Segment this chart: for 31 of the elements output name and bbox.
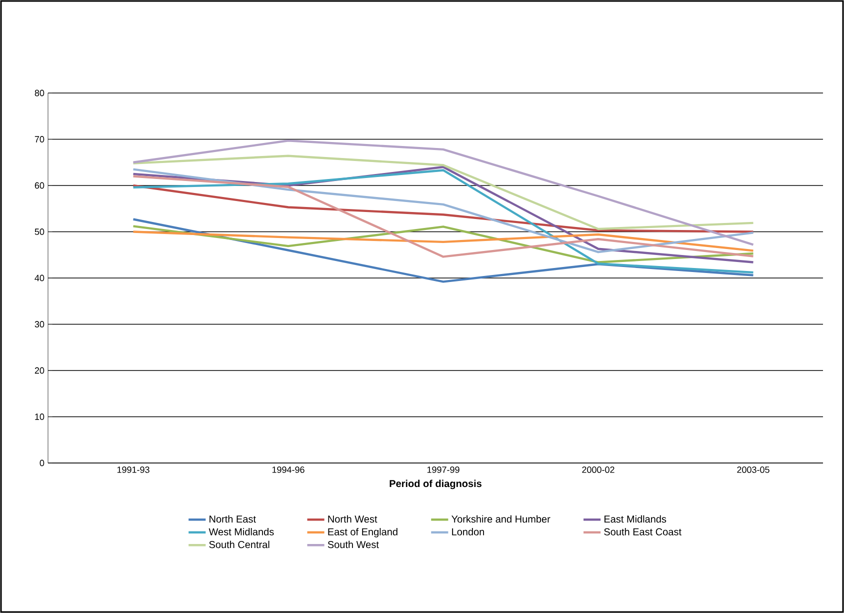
legend-label: South Central [209, 540, 270, 548]
x-tick-label: 1997-99 [427, 466, 460, 473]
line-series [132, 225, 754, 264]
x-tick-label: 1991-93 [117, 466, 150, 473]
legend-label: East Midlands [604, 515, 666, 523]
legend-label: London [452, 528, 484, 536]
legend-label: South West [328, 540, 379, 548]
line-series [132, 218, 754, 283]
legend-label: Yorkshire and Humber [452, 515, 550, 523]
legend-label: North West [328, 515, 378, 523]
legend-label: North East [210, 515, 256, 523]
y-tick-label: 20 [34, 367, 44, 374]
x-axis-title: Period of diagnosis [390, 480, 482, 490]
line-series [132, 140, 754, 246]
y-tick-label: 0 [40, 460, 44, 466]
y-tick-label: 40 [34, 274, 44, 282]
line-series [132, 184, 754, 233]
y-tick-label: 60 [34, 182, 44, 189]
x-tick-label: 2000-02 [582, 466, 614, 473]
legend-label: East of England [328, 528, 398, 538]
x-tick-label: 2003-05 [737, 466, 770, 473]
y-tick-label: 30 [34, 321, 44, 328]
y-tick-label: 10 [35, 414, 44, 420]
y-tick-label: 80 [34, 90, 44, 96]
y-tick-label: 70 [34, 136, 44, 142]
line-series [132, 154, 754, 230]
legend-label: West Midlands [208, 528, 274, 536]
x-tick-label: 1994-96 [272, 466, 304, 473]
legend-label: South East Coast [604, 528, 682, 536]
line-series [132, 230, 754, 252]
y-tick-label: 50 [34, 228, 44, 235]
